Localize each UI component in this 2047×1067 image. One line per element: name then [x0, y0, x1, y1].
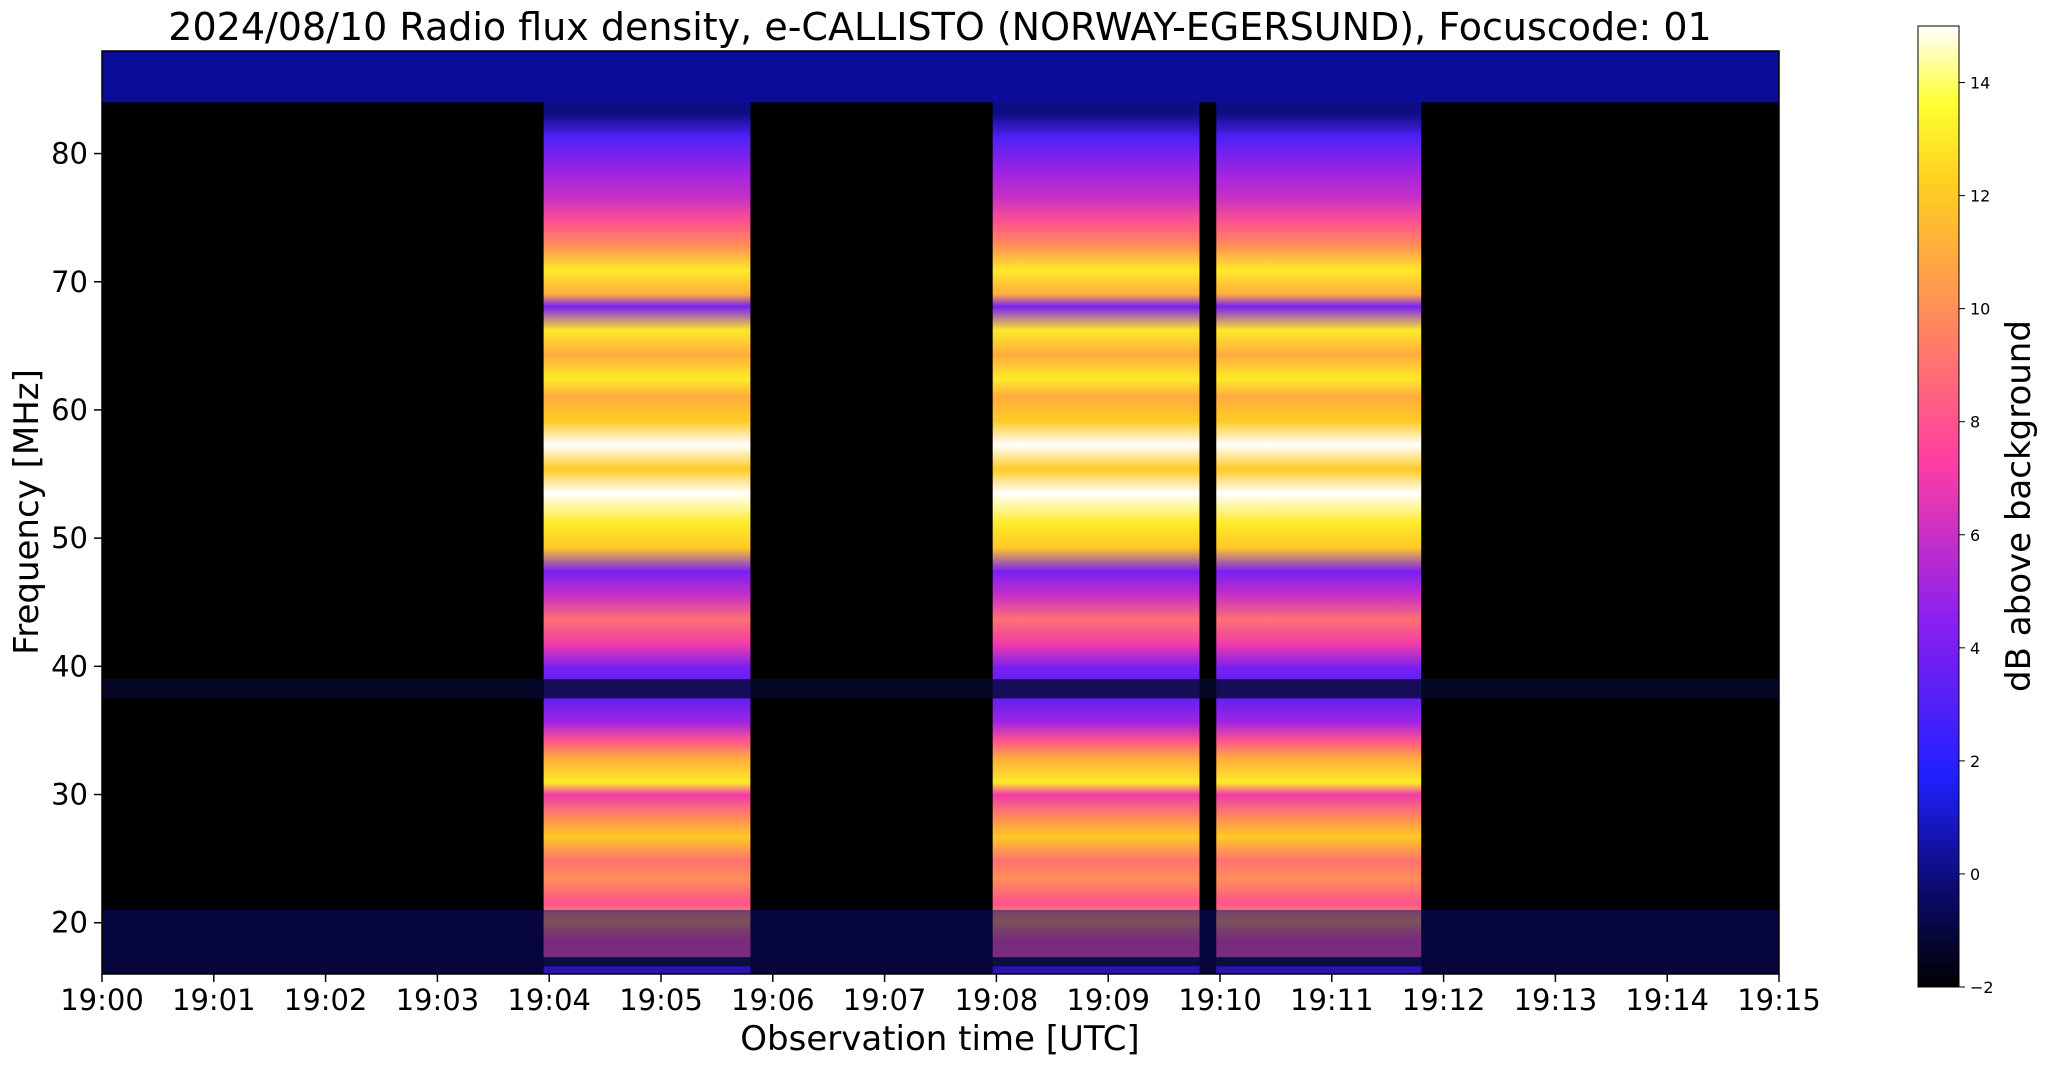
x-tick-label: 19:09 [1066, 983, 1150, 1017]
plot-background [102, 51, 1779, 974]
x-tick-label: 19:07 [843, 983, 927, 1017]
y-tick-label: 40 [51, 649, 88, 683]
y-axis-ticks: 20 30 40 50 60 70 80 [51, 137, 102, 940]
colorbar-tick-label: 12 [1970, 187, 1990, 206]
colorbar: −2 0 2 4 6 8 10 12 14 dB above background [1917, 25, 2039, 997]
colorbar-tick-label: 2 [1970, 752, 1980, 771]
burst-block [543, 89, 751, 958]
colorbar-bar [1917, 25, 1960, 988]
colorbar-tick-label: 8 [1970, 413, 1980, 432]
x-tick-label: 19:02 [284, 983, 368, 1017]
colorbar-tick-label: 0 [1970, 865, 1980, 884]
x-tick-label: 19:12 [1402, 983, 1486, 1017]
x-tick-label: 19:14 [1625, 983, 1709, 1017]
burst-block [1216, 89, 1422, 958]
x-tick-label: 19:04 [507, 983, 591, 1017]
colorbar-tick-label: −2 [1970, 978, 1994, 997]
x-axis-ticks: 19:00 19:01 19:02 19:03 19:04 19:05 19:06 19:07… [60, 974, 1821, 1017]
x-tick-label: 19:03 [396, 983, 480, 1017]
y-tick-label: 20 [51, 906, 88, 940]
top-noise-band [102, 51, 1779, 103]
x-tick-label: 19:10 [1178, 983, 1262, 1017]
x-tick-label: 19:13 [1514, 983, 1598, 1017]
low-frequency-noise [102, 909, 1779, 974]
y-tick-label: 70 [51, 265, 88, 299]
x-tick-label: 19:15 [1737, 983, 1821, 1017]
y-tick-label: 50 [51, 521, 88, 555]
y-axis-label: Frequency [MHz] [7, 369, 47, 655]
y-tick-label: 60 [51, 393, 88, 427]
colorbar-tick-label: 14 [1970, 74, 1990, 93]
y-tick-label: 30 [51, 778, 88, 812]
y-tick-label: 80 [51, 137, 88, 171]
x-tick-label: 19:05 [619, 983, 703, 1017]
x-tick-label: 19:06 [731, 983, 815, 1017]
colorbar-tick-label: 6 [1970, 526, 1980, 545]
x-tick-label: 19:08 [955, 983, 1039, 1017]
x-tick-label: 19:11 [1290, 983, 1374, 1017]
plot-frame [101, 50, 1780, 975]
colorbar-label: dB above background [1999, 320, 2039, 692]
x-tick-label: 19:01 [172, 983, 256, 1017]
colorbar-tick-label: 4 [1970, 639, 1980, 658]
burst-layer [102, 89, 1779, 974]
colorbar-ticks: −2 0 2 4 6 8 10 12 14 [1959, 74, 1994, 997]
chart-title: 2024/08/10 Radio flux density, e-CALLIST… [168, 5, 1711, 49]
colorbar-tick-label: 10 [1970, 300, 1990, 319]
spectrogram-plot-area [102, 51, 1779, 974]
x-axis-label: Observation time [UTC] [740, 1019, 1139, 1059]
burst-block [992, 89, 1200, 958]
noise-band-38mhz [102, 679, 1779, 699]
x-tick-label: 19:00 [60, 983, 144, 1017]
